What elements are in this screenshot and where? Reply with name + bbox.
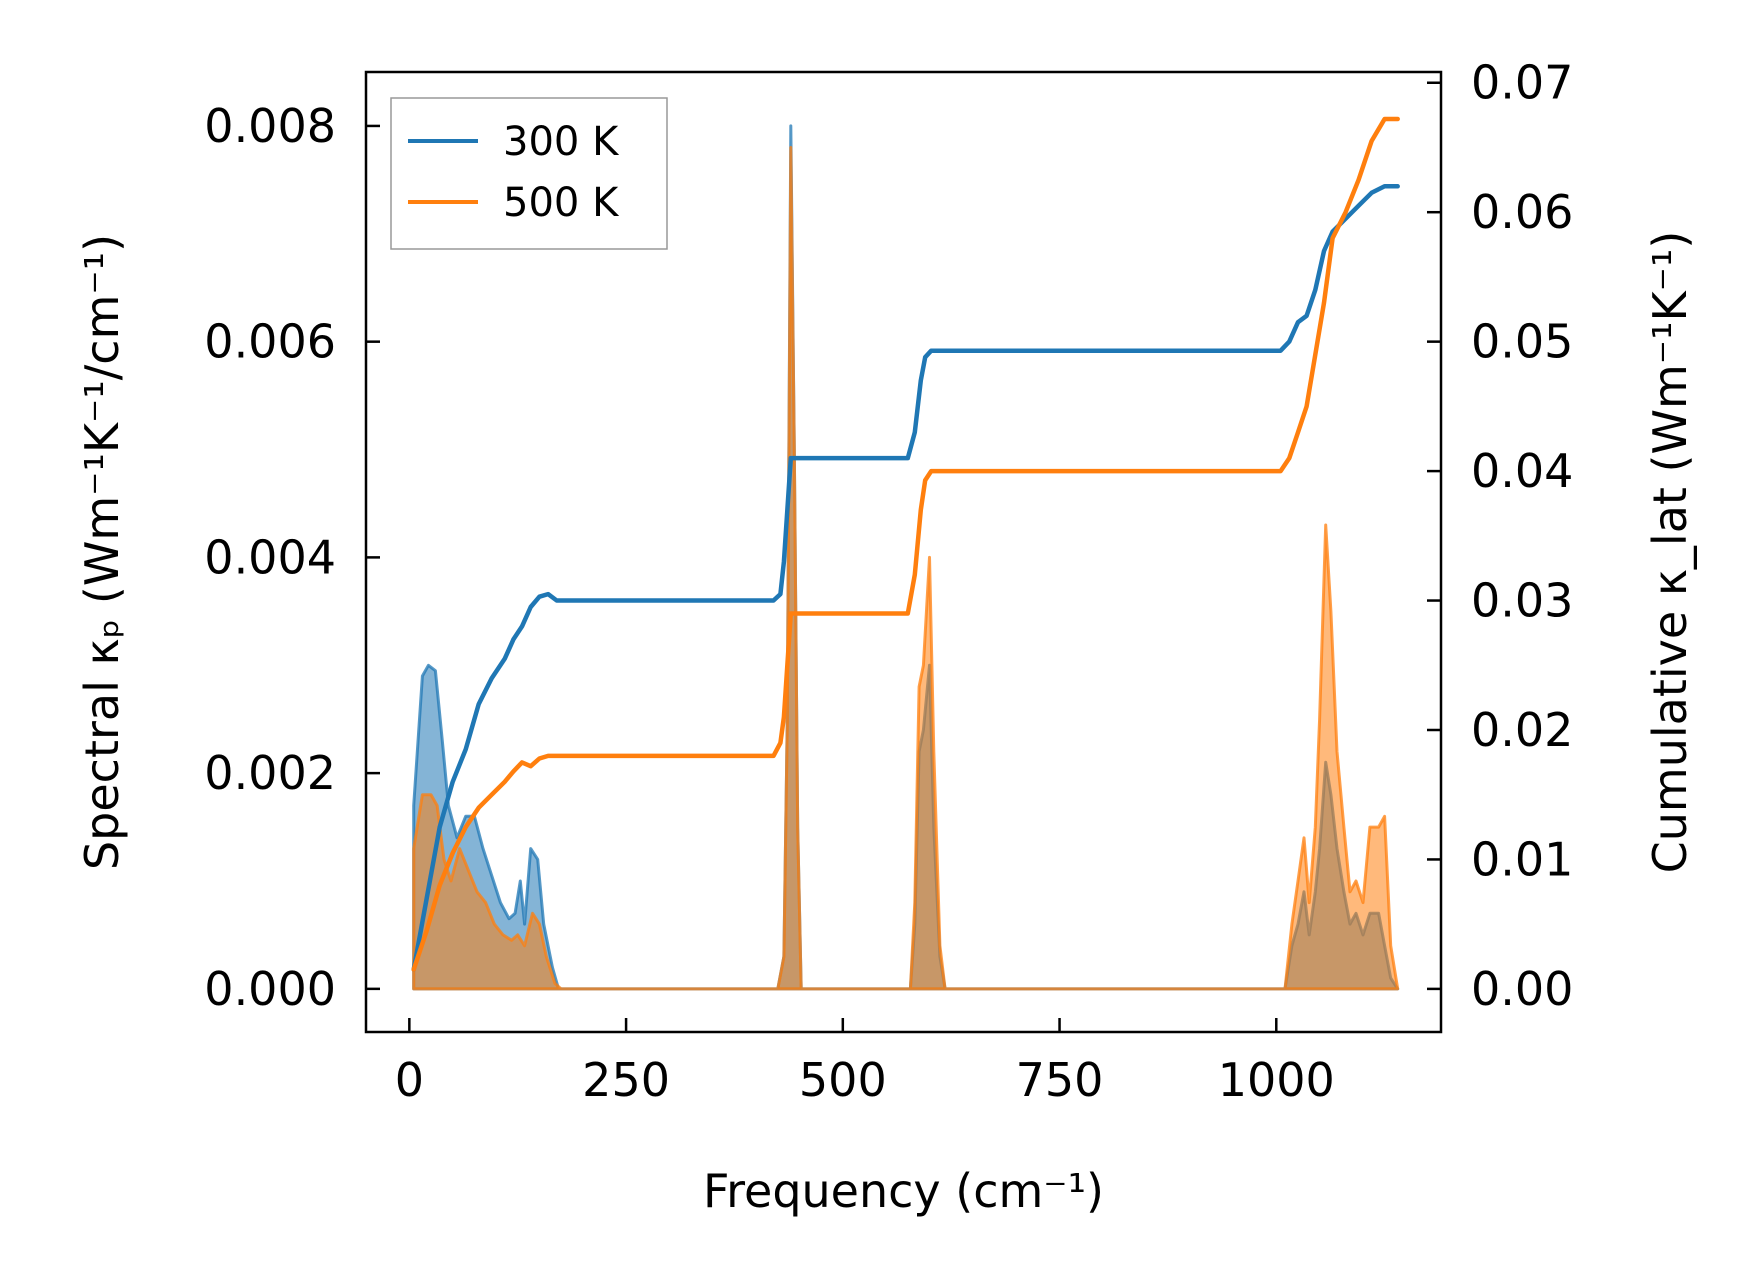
y-left-tick-label: 0.008: [204, 99, 336, 153]
y-axis-right-title: Cumulative κ_lat (Wm⁻¹K⁻¹): [1643, 231, 1697, 874]
x-tick-label: 250: [582, 1053, 670, 1107]
y-right-tick-label: 0.03: [1471, 574, 1573, 628]
spectral-area-500k: [412, 146, 1400, 991]
x-tick-label: 750: [1016, 1053, 1104, 1107]
y-left-tick-label: 0.000: [204, 962, 336, 1016]
y-left-tick-label: 0.006: [204, 315, 336, 369]
x-axis-title: Frequency (cm⁻¹): [703, 1164, 1104, 1218]
x-tick-label: 0: [395, 1053, 424, 1107]
legend-label-300k: 300 K: [503, 119, 620, 165]
y-axis-left-title: Spectral κₚ (Wm⁻¹K⁻¹/cm⁻¹): [75, 234, 129, 870]
y-right-tick-label: 0.07: [1471, 56, 1573, 110]
x-tick-label: 1000: [1218, 1053, 1335, 1107]
legend: 300 K 500 K: [390, 97, 668, 250]
spectral-fills: [412, 124, 1400, 991]
y-right-tick-label: 0.05: [1471, 315, 1573, 369]
cumulative-line-500k: [411, 116, 1400, 972]
y-right-tick-label: 0.01: [1471, 832, 1573, 886]
y-left-tick-label: 0.002: [204, 746, 336, 800]
axes: 0 250 500 750 1000 0.000 0.002 0.004 0.006 0.008 0…: [204, 56, 1573, 1107]
legend-label-500k: 500 K: [503, 180, 620, 226]
y-right-tick-label: 0.02: [1471, 703, 1573, 757]
x-tick-label: 500: [799, 1053, 887, 1107]
y-right-tick-label: 0.06: [1471, 185, 1573, 239]
legend-box: [390, 97, 668, 250]
series-lines: [411, 116, 1400, 972]
plot-frame: [364, 70, 1443, 1034]
y-right-tick-label: 0.04: [1471, 444, 1573, 498]
y-left-tick-label: 0.004: [204, 530, 336, 584]
y-right-tick-label: 0.00: [1471, 962, 1573, 1016]
cumulative-line-300k: [411, 184, 1400, 972]
